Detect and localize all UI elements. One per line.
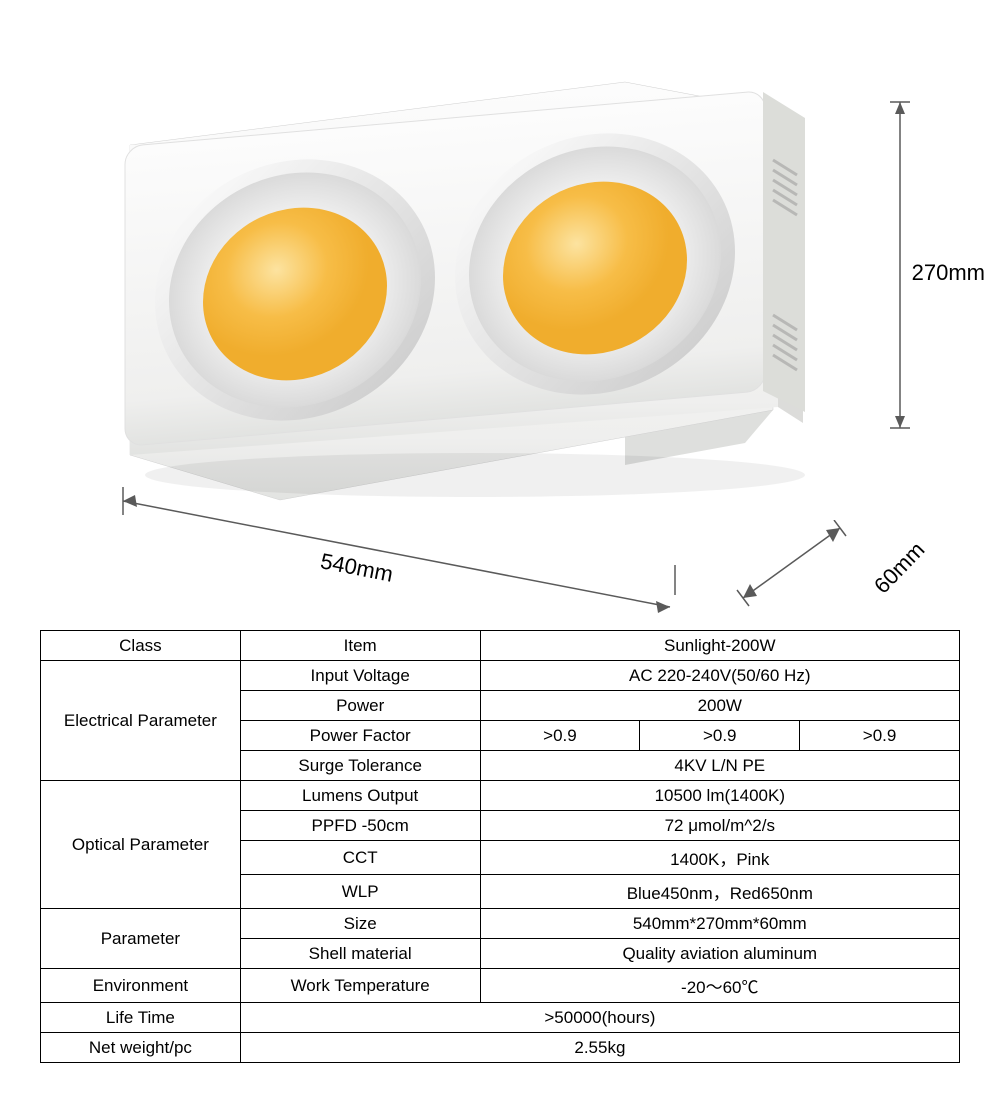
optical-label: Optical Parameter bbox=[41, 781, 241, 909]
cell-value: >0.9 bbox=[640, 721, 800, 751]
cell-item: CCT bbox=[240, 841, 480, 875]
cell-value: >0.9 bbox=[480, 721, 640, 751]
header-item: Item bbox=[240, 631, 480, 661]
width-dimension-arrow bbox=[115, 485, 685, 615]
cell-item: Work Temperature bbox=[240, 969, 480, 1003]
header-class: Class bbox=[41, 631, 241, 661]
cell-item: Input Voltage bbox=[240, 661, 480, 691]
height-dimension-arrow bbox=[885, 100, 915, 430]
cell-item: Surge Tolerance bbox=[240, 751, 480, 781]
cell-item: Size bbox=[240, 909, 480, 939]
cell-value: >0.9 bbox=[800, 721, 960, 751]
cell-value: 4KV L/N PE bbox=[480, 751, 959, 781]
header-value: Sunlight-200W bbox=[480, 631, 959, 661]
height-dimension-label: 270mm bbox=[912, 260, 985, 286]
cell-item: WLP bbox=[240, 875, 480, 909]
table-row: Net weight/pc 2.55kg bbox=[41, 1033, 960, 1063]
weight-label: Net weight/pc bbox=[41, 1033, 241, 1063]
cell-value: 1400K，Pink bbox=[480, 841, 959, 875]
cell-value: 10500 lm(1400K) bbox=[480, 781, 959, 811]
cell-value: Quality aviation aluminum bbox=[480, 939, 959, 969]
cell-item: PPFD -50cm bbox=[240, 811, 480, 841]
table-row: Electrical Parameter Input Voltage AC 22… bbox=[41, 661, 960, 691]
cell-value: Blue450nm，Red650nm bbox=[480, 875, 959, 909]
cell-value: 72 μmol/m^2/s bbox=[480, 811, 959, 841]
electrical-label: Electrical Parameter bbox=[41, 661, 241, 781]
cell-item: Shell material bbox=[240, 939, 480, 969]
cell-item: Power Factor bbox=[240, 721, 480, 751]
cell-value: 200W bbox=[480, 691, 959, 721]
cell-value: >50000(hours) bbox=[240, 1003, 959, 1033]
cell-item: Power bbox=[240, 691, 480, 721]
depth-dimension-arrow bbox=[735, 520, 865, 620]
table-row: Class Item Sunlight-200W bbox=[41, 631, 960, 661]
product-illustration bbox=[85, 55, 805, 515]
cell-value: -20～60℃ bbox=[480, 969, 959, 1003]
spec-table: Class Item Sunlight-200W Electrical Para… bbox=[40, 630, 960, 1063]
parameter-label: Parameter bbox=[41, 909, 241, 969]
cell-value: 540mm*270mm*60mm bbox=[480, 909, 959, 939]
environment-label: Environment bbox=[41, 969, 241, 1003]
cell-value: AC 220-240V(50/60 Hz) bbox=[480, 661, 959, 691]
product-diagram-area: 270mm 540mm 60mm bbox=[0, 0, 1000, 630]
cell-value: 2.55kg bbox=[240, 1033, 959, 1063]
table-row: Parameter Size 540mm*270mm*60mm bbox=[41, 909, 960, 939]
lifetime-label: Life Time bbox=[41, 1003, 241, 1033]
cell-item: Lumens Output bbox=[240, 781, 480, 811]
depth-dimension-label: 60mm bbox=[869, 537, 930, 599]
table-row: Environment Work Temperature -20～60℃ bbox=[41, 969, 960, 1003]
table-row: Life Time >50000(hours) bbox=[41, 1003, 960, 1033]
table-row: Optical Parameter Lumens Output 10500 lm… bbox=[41, 781, 960, 811]
